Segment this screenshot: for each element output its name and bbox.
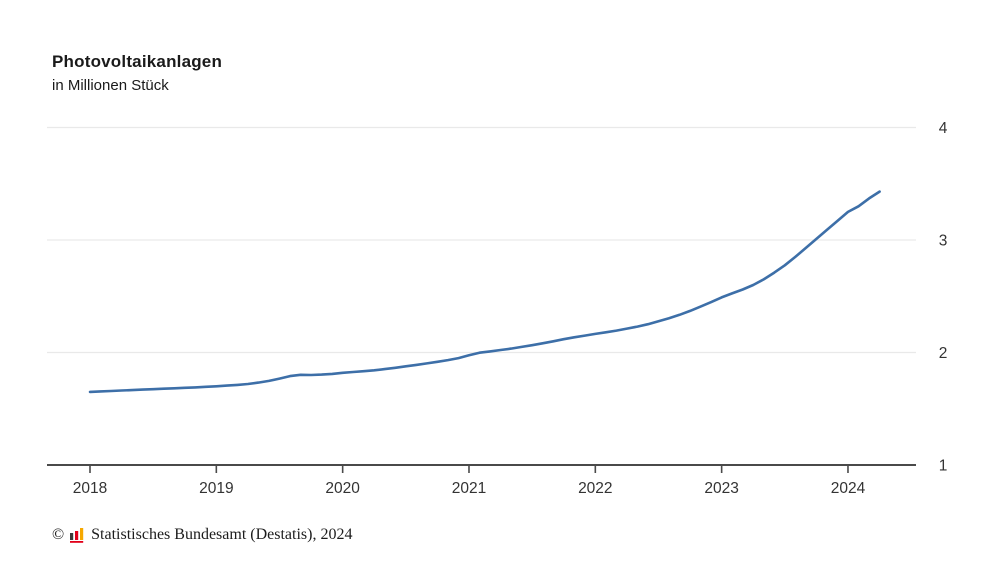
copyright-symbol: © [52,526,65,543]
y-tick-label: 1 [939,458,948,475]
source-line: © Statistisches Bundesamt (Destatis), 20… [52,526,352,544]
x-tick-label: 2023 [704,480,738,497]
data-line-photovoltaikanlagen [88,190,881,394]
y-tick-label: 3 [939,233,948,250]
chart-title: Photovoltaikanlagen [52,52,223,71]
x-tick-label: 2019 [199,480,233,497]
source-text: Statistisches Bundesamt (Destatis), 2024 [91,526,353,543]
x-tick-label: 2024 [831,480,866,497]
chart-header: Photovoltaikanlagen in Millionen Stück [52,52,222,94]
destatis-bar-chart-icon [69,527,86,543]
x-tick-label: 2018 [73,480,107,497]
y-tick-label: 4 [939,120,948,137]
y-tick-label: 2 [939,345,948,362]
x-tick-label: 2022 [578,480,612,497]
x-tick-label: 2021 [452,480,486,497]
chart-subtitle: in Millionen Stück [52,77,169,94]
x-tick-label: 2020 [325,480,360,497]
